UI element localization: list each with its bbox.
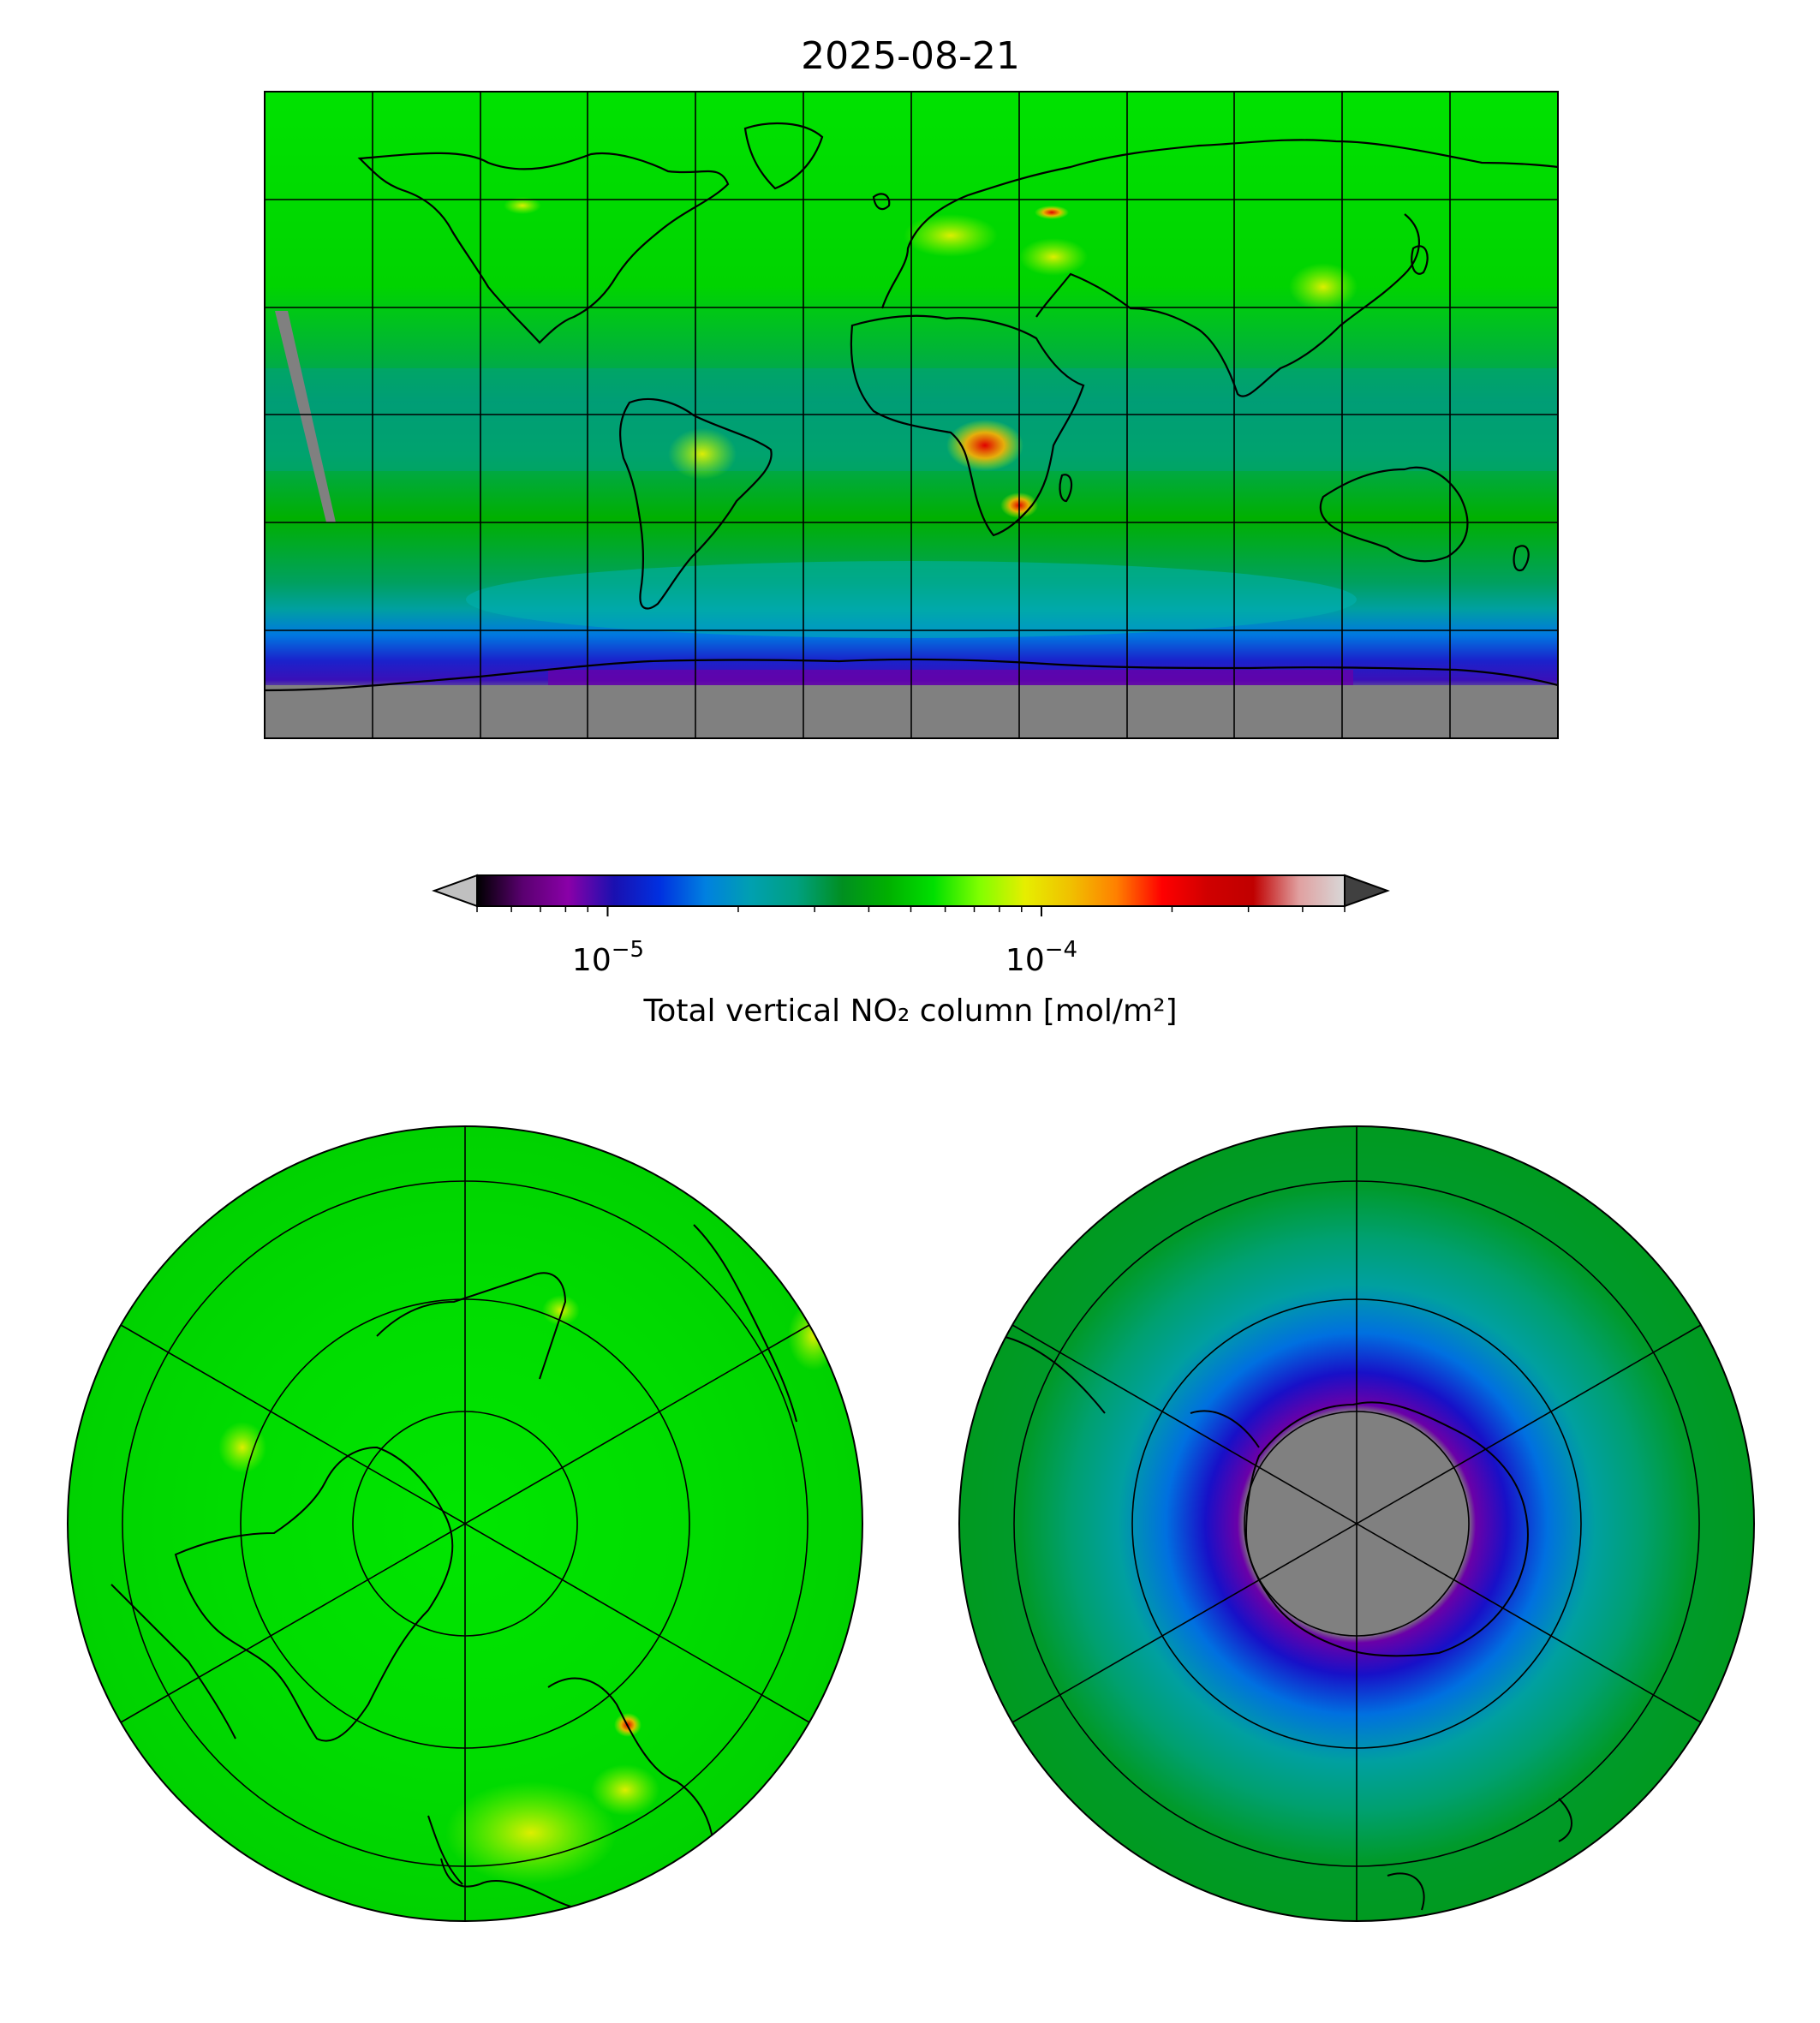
global-map: [265, 92, 1558, 738]
coast-australia: [1319, 466, 1469, 563]
coast-japan: [1411, 245, 1429, 275]
colorbar-label: Total vertical NO₂ column [mol/m²]: [642, 994, 1177, 1029]
colorbar-tick-label-1e-4: 10−4: [1005, 937, 1077, 978]
south-polar-map: [959, 1126, 1754, 1921]
lowest-streak: [548, 670, 1353, 689]
coast-south-america: [619, 397, 773, 610]
north-hotspot-west: [218, 1422, 266, 1473]
figure-title: 2025-08-21: [801, 34, 1020, 78]
north-polar-map: [68, 1126, 862, 1921]
hotspot-siberia: [1035, 206, 1069, 219]
north-hotspot-asia: [788, 1302, 839, 1370]
hotspot-africa: [946, 420, 1023, 471]
hotspot-na: [504, 197, 541, 214]
coast-africa: [850, 314, 1085, 537]
coast-nz: [1513, 545, 1530, 572]
colorbar-over-extension: [1344, 874, 1390, 908]
hotspot-south-america: [668, 428, 737, 480]
hotspot-middle-east: [1019, 238, 1088, 276]
south-polar-frame: [958, 1125, 1755, 1922]
coast-antarctica: [265, 658, 1558, 692]
coast-madagascar: [1059, 474, 1073, 503]
colorbar: 10−5 10−4 Total vertical NO₂ column [mol…: [432, 874, 1390, 1029]
hotspot-china: [1289, 263, 1358, 311]
global-coastlines: [265, 122, 1558, 692]
north-polar-frame: [67, 1125, 863, 1922]
hotspot-europe: [904, 214, 998, 257]
north-hotspot-east: [591, 1764, 659, 1816]
no-data-swath: [275, 311, 336, 522]
north-gridlines: [120, 1126, 810, 1921]
colorbar-under-extension: [432, 874, 478, 908]
north-hotspot-canada: [542, 1295, 580, 1326]
coast-eurasia: [880, 139, 1558, 397]
south-gridlines: [1011, 1126, 1702, 1921]
colorbar-body: [476, 874, 1346, 907]
colorbar-ticks: [476, 906, 1346, 916]
coast-uk: [872, 193, 891, 211]
coast-north-america: [357, 152, 730, 344]
global-map-frame: [264, 91, 1559, 739]
north-hotspot-europe: [445, 1781, 617, 1884]
global-gridlines: [265, 92, 1558, 738]
colorbar-tick-label-1e-5: 10−5: [572, 937, 644, 978]
